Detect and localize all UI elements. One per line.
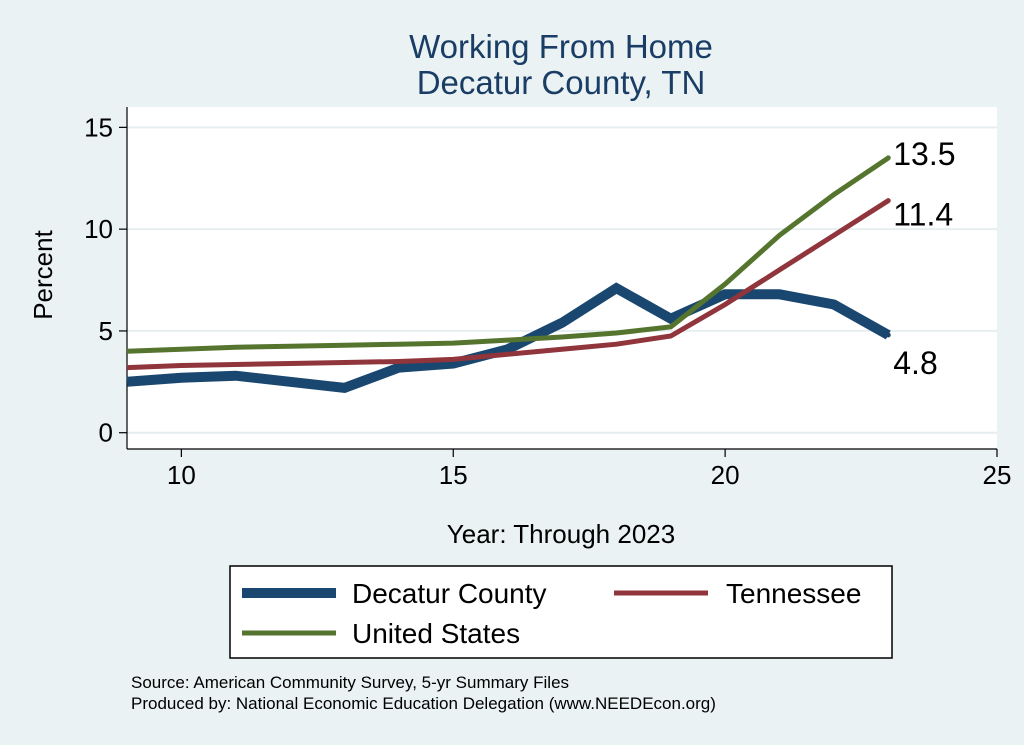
- end-labels: 4.8 11.4 13.5: [893, 136, 955, 381]
- x-axis-title: Year: Through 2023: [447, 519, 675, 549]
- end-point-united-states: [885, 155, 891, 161]
- plot-area: [127, 107, 997, 449]
- legend: Decatur County Tennessee United States: [229, 565, 893, 659]
- y-tick-label-10: 10: [84, 214, 113, 244]
- y-axis-title: Percent: [28, 229, 58, 319]
- end-label-united-states: 13.5: [893, 136, 955, 172]
- y-tick-label-5: 5: [99, 316, 113, 346]
- end-point-decatur-county: [885, 332, 891, 338]
- end-point-tennessee: [885, 198, 891, 204]
- source-note: Source: American Community Survey, 5-yr …: [131, 673, 569, 692]
- y-axis-ticks: 0 5 10 15: [84, 112, 127, 448]
- x-tick-label-15: 15: [439, 460, 468, 490]
- gridlines: [127, 126, 997, 434]
- x-axis-ticks: 10 15 20 25: [167, 449, 1012, 490]
- legend-label-united-states: United States: [352, 618, 520, 649]
- y-tick-label-0: 0: [99, 418, 113, 448]
- end-label-tennessee: 11.4: [893, 197, 953, 233]
- chart-title-line-1: Working From Home: [409, 28, 713, 65]
- end-label-decatur-county: 4.8: [893, 345, 937, 381]
- legend-label-tennessee: Tennessee: [726, 578, 861, 609]
- x-tick-label-20: 20: [711, 460, 740, 490]
- legend-box: [229, 565, 893, 659]
- series-lines: [126, 155, 891, 394]
- y-tick-label-15: 15: [84, 112, 113, 142]
- series-line-tennessee: [126, 198, 890, 371]
- legend-label-decatur-county: Decatur County: [352, 578, 547, 609]
- chart-title-line-2: Decatur County, TN: [417, 64, 706, 101]
- series-line-united-states: [126, 155, 890, 354]
- produced-by-note: Produced by: National Economic Education…: [131, 694, 716, 713]
- x-tick-label-10: 10: [167, 460, 196, 490]
- series-line-decatur-county: [126, 282, 891, 394]
- x-tick-label-25: 25: [983, 460, 1012, 490]
